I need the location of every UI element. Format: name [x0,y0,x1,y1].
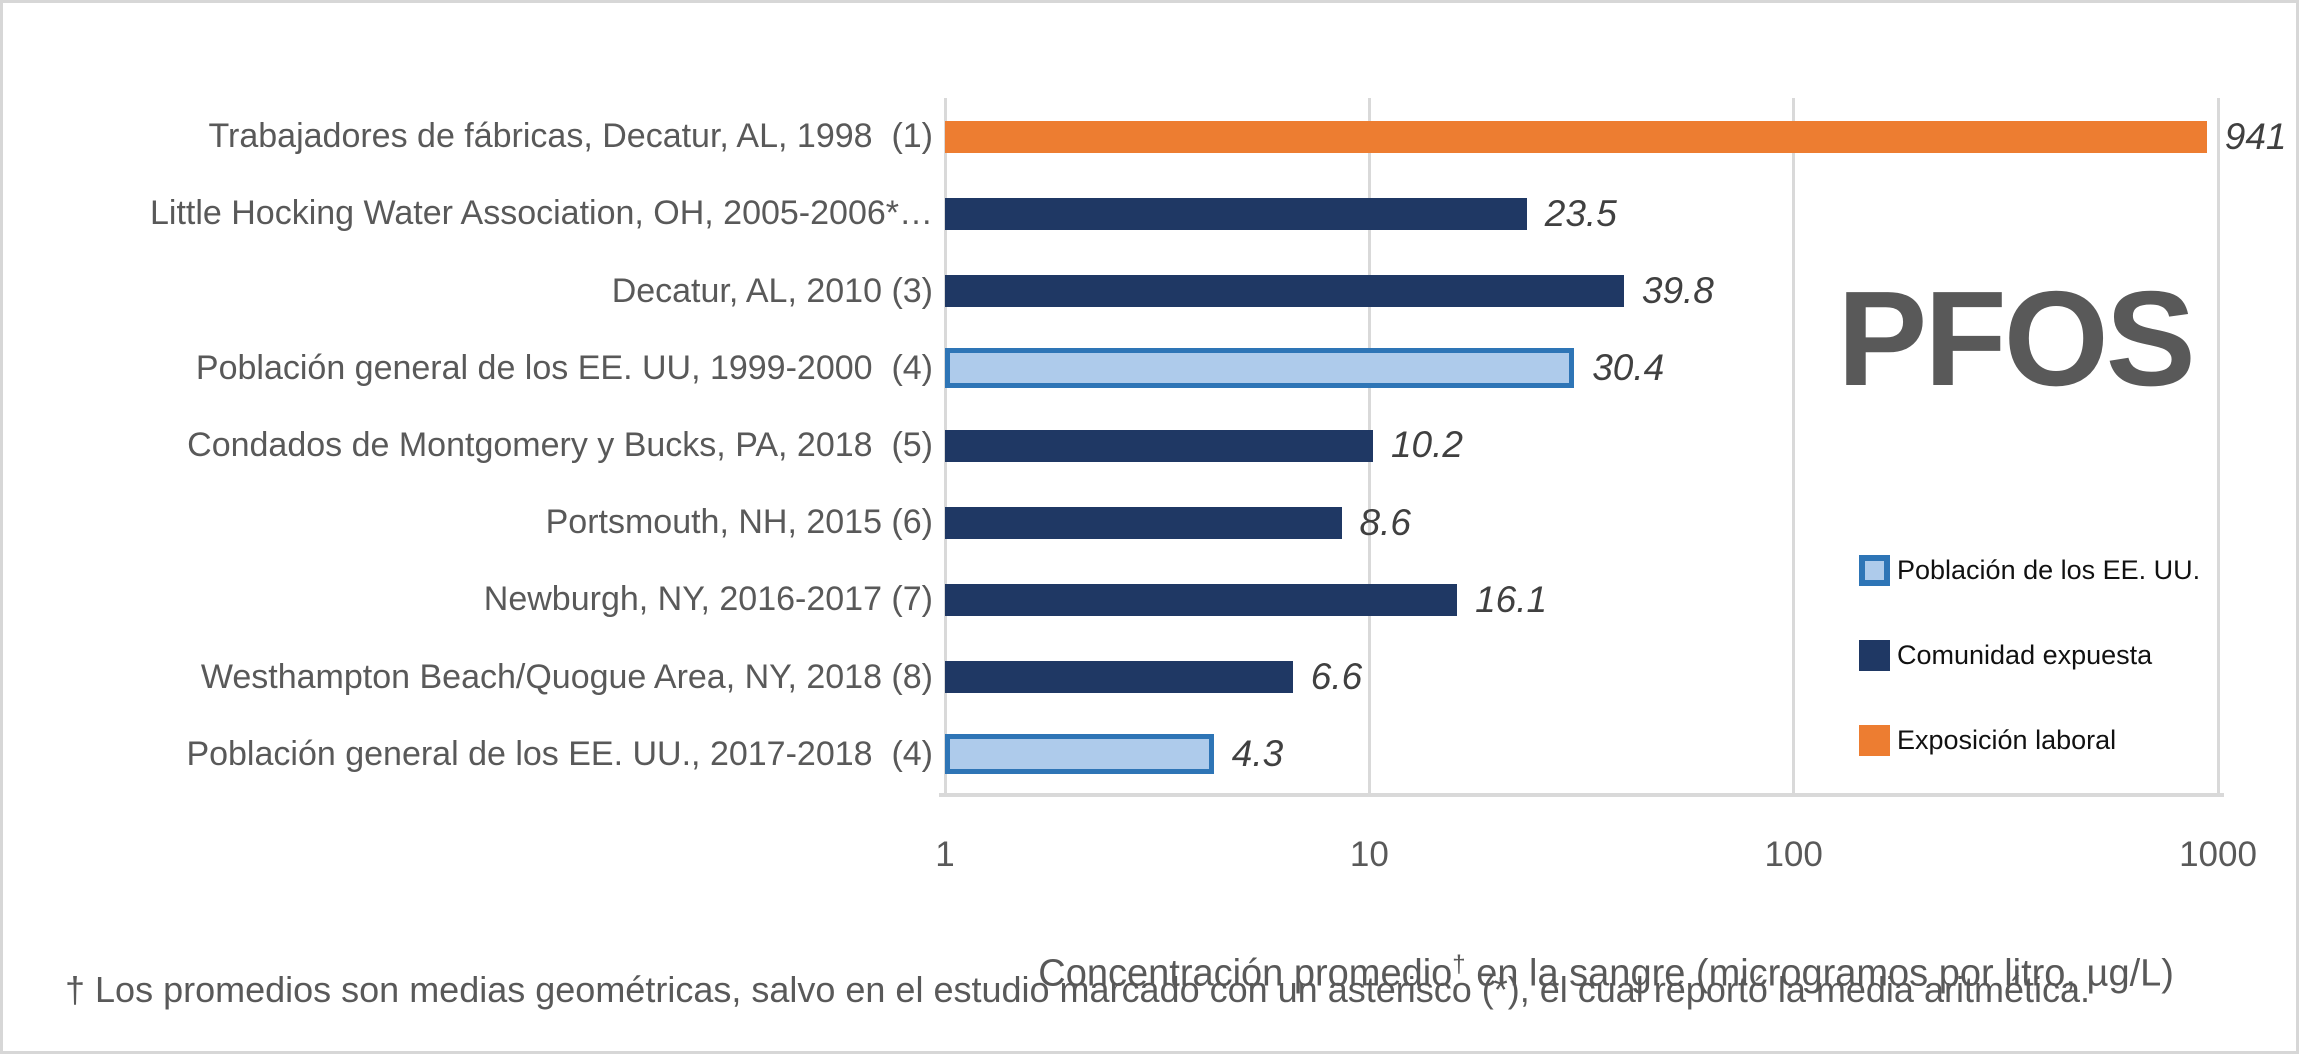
value-label-4: 30.4 [1592,347,1665,389]
value-label-1: 941 [2224,115,2287,157]
legend-label-us_population: Población de los EE. UU. [1897,555,2201,585]
value-label-7: 16.1 [1475,578,1548,620]
legend-item-exposed: Comunidad expuesta [1859,640,2152,671]
bar-7 [945,583,1458,616]
bar-5 [945,429,1373,462]
value-label-3: 39.8 [1641,270,1714,312]
bar-4 [945,348,1575,389]
value-label-6: 8.6 [1359,501,1411,543]
x-tick-10: 10 [1349,835,1389,874]
bar-2 [945,197,1527,230]
category-label-2: Little Hocking Water Association, OH, 20… [149,194,933,233]
bar-8 [945,661,1293,694]
legend-swatch-exposed-icon [1859,640,1890,671]
category-label-3: Decatur, AL, 2010 (3) [611,271,933,310]
legend-item-occupational: Exposición laboral [1859,725,2116,756]
legend-swatch-occupational-icon [1859,725,1890,756]
bar-6 [945,506,1342,539]
value-label-5: 10.2 [1390,424,1463,466]
x-axis-title: Concentración promedio† en la sangre (mi… [895,896,2275,1043]
footnote: † Los promedios son medias geométricas, … [65,969,2090,1010]
bar-9 [945,734,1214,775]
legend-swatch-us_population-icon [1859,555,1890,586]
bar-1 [945,120,2207,153]
gridline-1000 [2216,98,2220,793]
category-label-4: Población general de los EE. UU, 1999-20… [195,348,933,387]
value-label-9: 4.3 [1231,733,1284,775]
bar-3 [945,275,1624,308]
legend-label-exposed: Comunidad expuesta [1897,640,2153,670]
pfos-watermark: PFOS [1837,263,2196,414]
category-label-8: Westhampton Beach/Quogue Area, NY, 2018 … [200,657,933,696]
value-label-8: 6.6 [1310,656,1363,698]
legend-item-us_population: Población de los EE. UU. [1859,555,2200,586]
x-tick-1000: 1000 [2179,835,2257,874]
gridline-100 [1792,98,1796,793]
x-axis-title-main: Concentración promedio [1038,952,1453,995]
x-tick-100: 100 [1764,835,1823,874]
category-label-5: Condados de Montgomery y Bucks, PA, 2018… [187,425,933,464]
x-axis-title-rest: en la sangre (microgramos por litro, µg/… [1465,952,2174,995]
category-label-9: Población general de los EE. UU., 2017-2… [186,734,933,773]
category-label-1: Trabajadores de fábricas, Decatur, AL, 1… [208,117,933,156]
value-label-2: 23.5 [1544,192,1617,234]
dagger-superscript: † [1452,951,1466,978]
x-tick-1: 1 [935,835,955,874]
category-label-7: Newburgh, NY, 2016-2017 (7) [483,580,933,619]
category-label-6: Portsmouth, NH, 2015 (6) [545,503,933,542]
x-axis-line [939,793,2224,797]
legend-label-occupational: Exposición laboral [1897,725,2117,755]
